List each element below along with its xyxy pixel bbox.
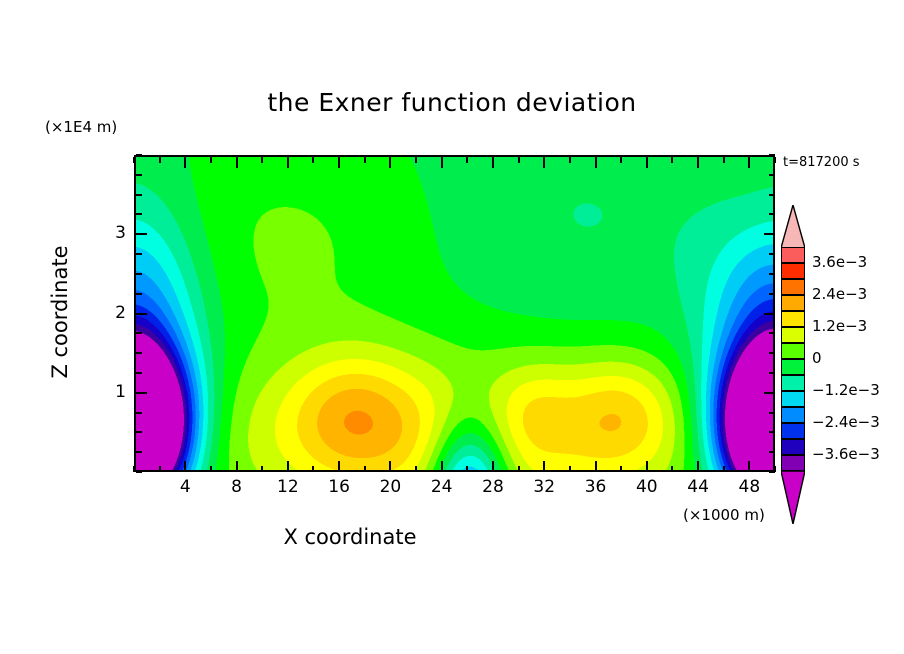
x-tick-label: 20 xyxy=(379,477,402,497)
colorbar-segment xyxy=(781,247,805,263)
x-axis-unit-label: (×1000 m) xyxy=(683,506,765,524)
colorbar-segment xyxy=(781,295,805,311)
contour-field xyxy=(136,157,773,470)
x-tick-label: 8 xyxy=(231,477,242,497)
colorbar-segment xyxy=(781,439,805,455)
x-tick-label: 4 xyxy=(179,477,191,497)
x-axis-title: X coordinate xyxy=(283,525,417,549)
colorbar xyxy=(781,247,805,471)
y-axis-title: Z coordinate xyxy=(48,245,72,379)
colorbar-segment xyxy=(781,327,805,343)
colorbar-segment xyxy=(781,391,805,407)
y-tick-label: 2 xyxy=(115,302,126,323)
chart-title: the Exner function deviation xyxy=(267,88,637,117)
colorbar-segment xyxy=(781,359,805,375)
contour-plot-area xyxy=(134,155,775,472)
colorbar-tick-label: −1.2e−3 xyxy=(812,381,880,399)
x-tick-label: 16 xyxy=(328,477,350,497)
colorbar-segment xyxy=(781,407,805,423)
colorbar-min-arrow xyxy=(781,471,805,524)
x-tick-label: 40 xyxy=(635,477,658,497)
timestamp-label: t=817200 s xyxy=(783,155,860,170)
colorbar-segment xyxy=(781,263,805,279)
colorbar-tick-label: 3.6e−3 xyxy=(812,253,868,271)
colorbar-tick-label: −2.4e−3 xyxy=(812,413,880,431)
x-tick-label: 32 xyxy=(533,477,556,497)
y-tick-label: 1 xyxy=(115,381,126,402)
colorbar-tick-label: 1.2e−3 xyxy=(812,317,868,335)
x-tick-label: 28 xyxy=(482,477,504,497)
colorbar-segment xyxy=(781,455,805,471)
y-axis-unit-label: (×1E4 m) xyxy=(45,118,118,136)
colorbar-segment xyxy=(781,423,805,439)
x-tick-label: 12 xyxy=(277,477,299,497)
colorbar-max-arrow xyxy=(781,205,805,248)
colorbar-segment xyxy=(781,279,805,295)
y-tick-label: 3 xyxy=(115,223,126,244)
colorbar-tick-label: 2.4e−3 xyxy=(812,285,868,303)
colorbar-segment xyxy=(781,343,805,359)
x-tick-label: 48 xyxy=(738,477,761,497)
colorbar-segment xyxy=(781,375,805,391)
colorbar-tick-label: −3.6e−3 xyxy=(812,445,880,463)
colorbar-tick-label: 0 xyxy=(812,349,822,367)
x-tick-label: 36 xyxy=(584,477,607,497)
x-tick-label: 24 xyxy=(430,477,453,497)
colorbar-segment xyxy=(781,311,805,327)
x-tick-label: 44 xyxy=(687,477,709,497)
